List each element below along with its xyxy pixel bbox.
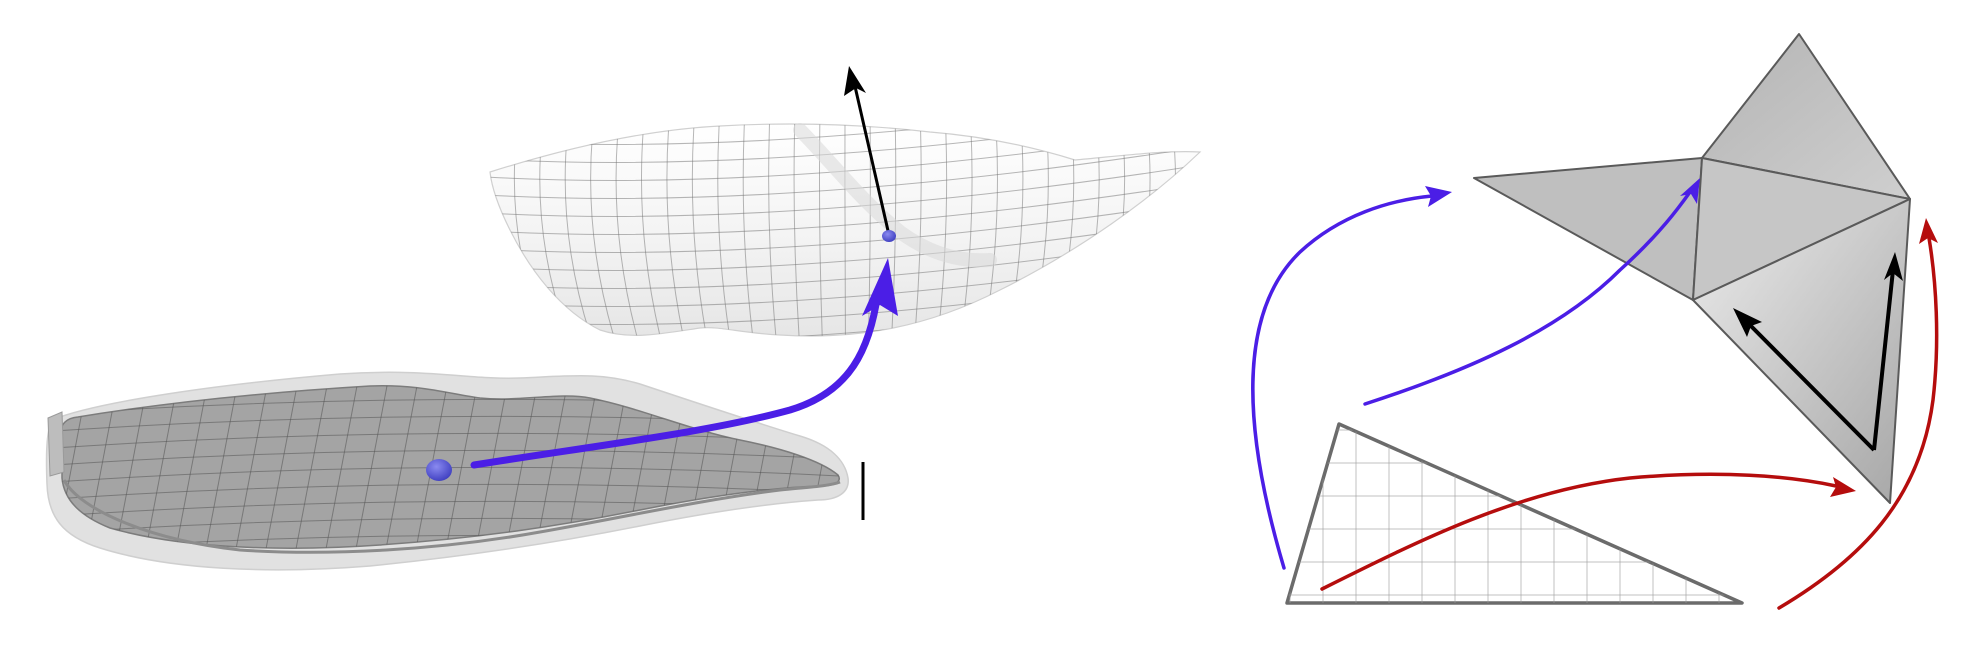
mapping-arrow-head — [862, 258, 898, 316]
grid-line — [490, 179, 1200, 235]
red-mapping-arrow-1 — [1320, 472, 1838, 591]
tangent-arrow-2-shaft — [1872, 269, 1895, 451]
red-mapping-arrow-1-head — [1830, 477, 1856, 497]
grid-line — [742, 124, 755, 336]
grid-line — [691, 124, 710, 336]
grid-line — [793, 124, 801, 336]
grid-line — [862, 370, 900, 570]
blue-mapping-arrow-1 — [1251, 194, 1434, 570]
left-panel — [45, 66, 1202, 571]
mapping-arrow-shaft — [470, 288, 882, 469]
grid-line — [490, 143, 1200, 199]
right-panel — [1251, 33, 1939, 610]
grid-line — [818, 124, 824, 336]
tangent-arrow-1-head — [1733, 308, 1762, 337]
grid-line — [61, 483, 840, 501]
tangent-arrow-2-head — [1884, 252, 1903, 281]
flat-domain-point — [426, 459, 452, 481]
grid-line — [490, 124, 505, 336]
red-mapping-arrow-2 — [1777, 236, 1939, 610]
grid-line — [1140, 124, 1176, 336]
flat-domain-slab — [45, 370, 900, 571]
grid-line — [867, 124, 871, 336]
grid-line — [261, 385, 301, 549]
grid-line — [666, 124, 687, 336]
grid-line — [490, 197, 1200, 253]
pyramid-left-face — [1473, 157, 1703, 301]
grid-line — [844, 124, 846, 336]
blue-mapping-arrow-2-head — [1680, 178, 1700, 204]
grid-line — [641, 124, 664, 336]
grid-line — [1163, 124, 1200, 336]
surface-normal-arrow-head — [844, 66, 866, 96]
grid-line — [615, 124, 642, 336]
red-mapping-arrow-2-head — [1919, 218, 1938, 244]
blue-mapping-arrow-2 — [1363, 190, 1692, 406]
grid-line — [171, 385, 211, 549]
tangent-arrow-1-shaft — [1743, 318, 1876, 452]
flat-triangle-face — [1285, 422, 1744, 605]
grid-line — [321, 385, 361, 549]
grid-line — [61, 449, 840, 467]
grid-line — [717, 124, 733, 336]
flat-triangle — [1285, 422, 1744, 605]
grid-line — [490, 161, 1200, 217]
surface-point — [882, 230, 896, 242]
grid-line — [381, 385, 421, 549]
pyramid-right-face — [1692, 198, 1911, 504]
slab-left-wall — [47, 411, 65, 477]
curved-surface — [489, 123, 1202, 337]
grid-line — [441, 385, 481, 549]
surface-normal-arrow-shaft — [852, 81, 891, 236]
deformed-pyramid — [1473, 33, 1911, 504]
grid-line — [1117, 124, 1151, 336]
surface-fold-shadow — [793, 123, 997, 268]
grid-line — [201, 385, 241, 549]
grid-line — [1186, 124, 1200, 336]
blue-mapping-arrow-1-head — [1425, 186, 1452, 207]
slab-front-edge — [62, 479, 841, 554]
grid-line — [913, 124, 922, 336]
